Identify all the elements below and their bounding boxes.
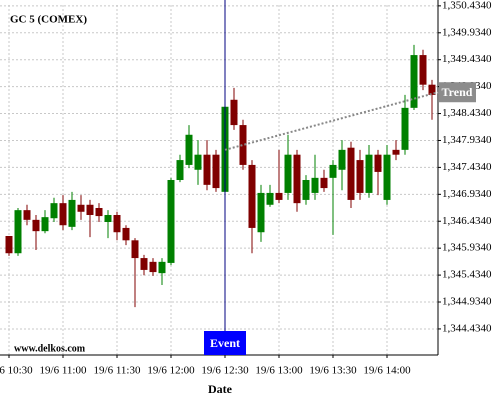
candle-body (275, 192, 283, 200)
trend-label: Trend (442, 85, 473, 99)
candle-body (311, 177, 319, 193)
x-tick-label: 19/6 11:30 (94, 365, 141, 377)
x-tick-label: 19/6 10:30 (0, 365, 33, 377)
y-tick-label: 1,345.4340 (442, 269, 492, 281)
candle-body (131, 240, 139, 259)
candle-body (140, 258, 148, 270)
candle-body (392, 149, 400, 155)
candle-body (365, 154, 373, 193)
watermark: www.delkos.com (14, 343, 86, 354)
candle-body (347, 147, 355, 200)
x-tick-label: 19/6 12:30 (201, 365, 249, 377)
candle-body (302, 180, 310, 200)
candle-body (122, 227, 130, 241)
candle-body (113, 215, 121, 233)
candle-body (59, 203, 67, 226)
candle-body (77, 204, 85, 212)
candle-body (293, 154, 301, 204)
y-tick-label: 1,344.9340 (442, 296, 492, 308)
candle-body (41, 217, 49, 232)
candle-body (374, 154, 382, 172)
candle-body (230, 99, 238, 126)
event-label: Event (210, 336, 240, 350)
candle-body (5, 236, 13, 254)
y-tick-label: 1,349.9340 (442, 26, 492, 38)
y-tick-label: 1,346.9340 (442, 188, 492, 200)
candle-body (419, 55, 427, 85)
candle-body (23, 210, 31, 220)
candle-body (428, 84, 436, 95)
trend-label-box (439, 82, 476, 103)
candle-body (68, 199, 76, 227)
candle-body (257, 192, 265, 233)
candle-body (320, 177, 328, 189)
x-axis-title: Date (208, 382, 233, 396)
candle-body (185, 134, 193, 165)
candle-body (401, 107, 409, 150)
candle-body (203, 154, 211, 185)
chart-title: GC 5 (COMEX) (10, 14, 87, 26)
y-tick-label: 1,349.4340 (442, 53, 492, 65)
y-tick-label: 1,345.9340 (442, 242, 492, 254)
grid (0, 5, 438, 355)
x-tick-label: 19/6 14:00 (363, 365, 411, 377)
candle-body (266, 192, 274, 205)
y-tick-label: 1,348.4340 (442, 107, 492, 119)
candle-body (50, 203, 58, 219)
candle-body (248, 164, 256, 228)
y-tick-label: 1,347.9340 (442, 134, 492, 146)
candle-body (149, 261, 157, 273)
candle-body (383, 154, 391, 200)
x-tick-label: 19/6 13:00 (255, 365, 303, 377)
y-tick-label: 1,346.4340 (442, 215, 492, 227)
candle-body (167, 180, 175, 263)
candle-body (356, 160, 364, 193)
candle-body (284, 154, 292, 193)
trend-line (224, 91, 439, 151)
candle-body (212, 154, 220, 189)
event-box (204, 331, 246, 355)
y-tick-label: 1,347.4340 (442, 161, 492, 173)
candle-body (104, 215, 112, 222)
candle-body (239, 125, 247, 165)
candle-body (410, 55, 418, 108)
candle-body (329, 164, 337, 178)
candle-body (32, 219, 40, 232)
x-tick-label: 19/6 11:00 (40, 365, 87, 377)
x-tick-label: 19/6 13:30 (309, 365, 357, 377)
candle-body (194, 154, 202, 170)
candle-body (158, 261, 166, 274)
candle-body (14, 210, 22, 254)
candle-body (338, 149, 346, 170)
candle-body (95, 208, 103, 217)
y-tick-label: 1,350.4340 (442, 0, 492, 11)
x-tick-label: 19/6 12:00 (147, 365, 195, 377)
candle-body (176, 160, 184, 180)
candle-body (86, 204, 94, 215)
y-tick-label: 1,344.4340 (442, 322, 492, 334)
